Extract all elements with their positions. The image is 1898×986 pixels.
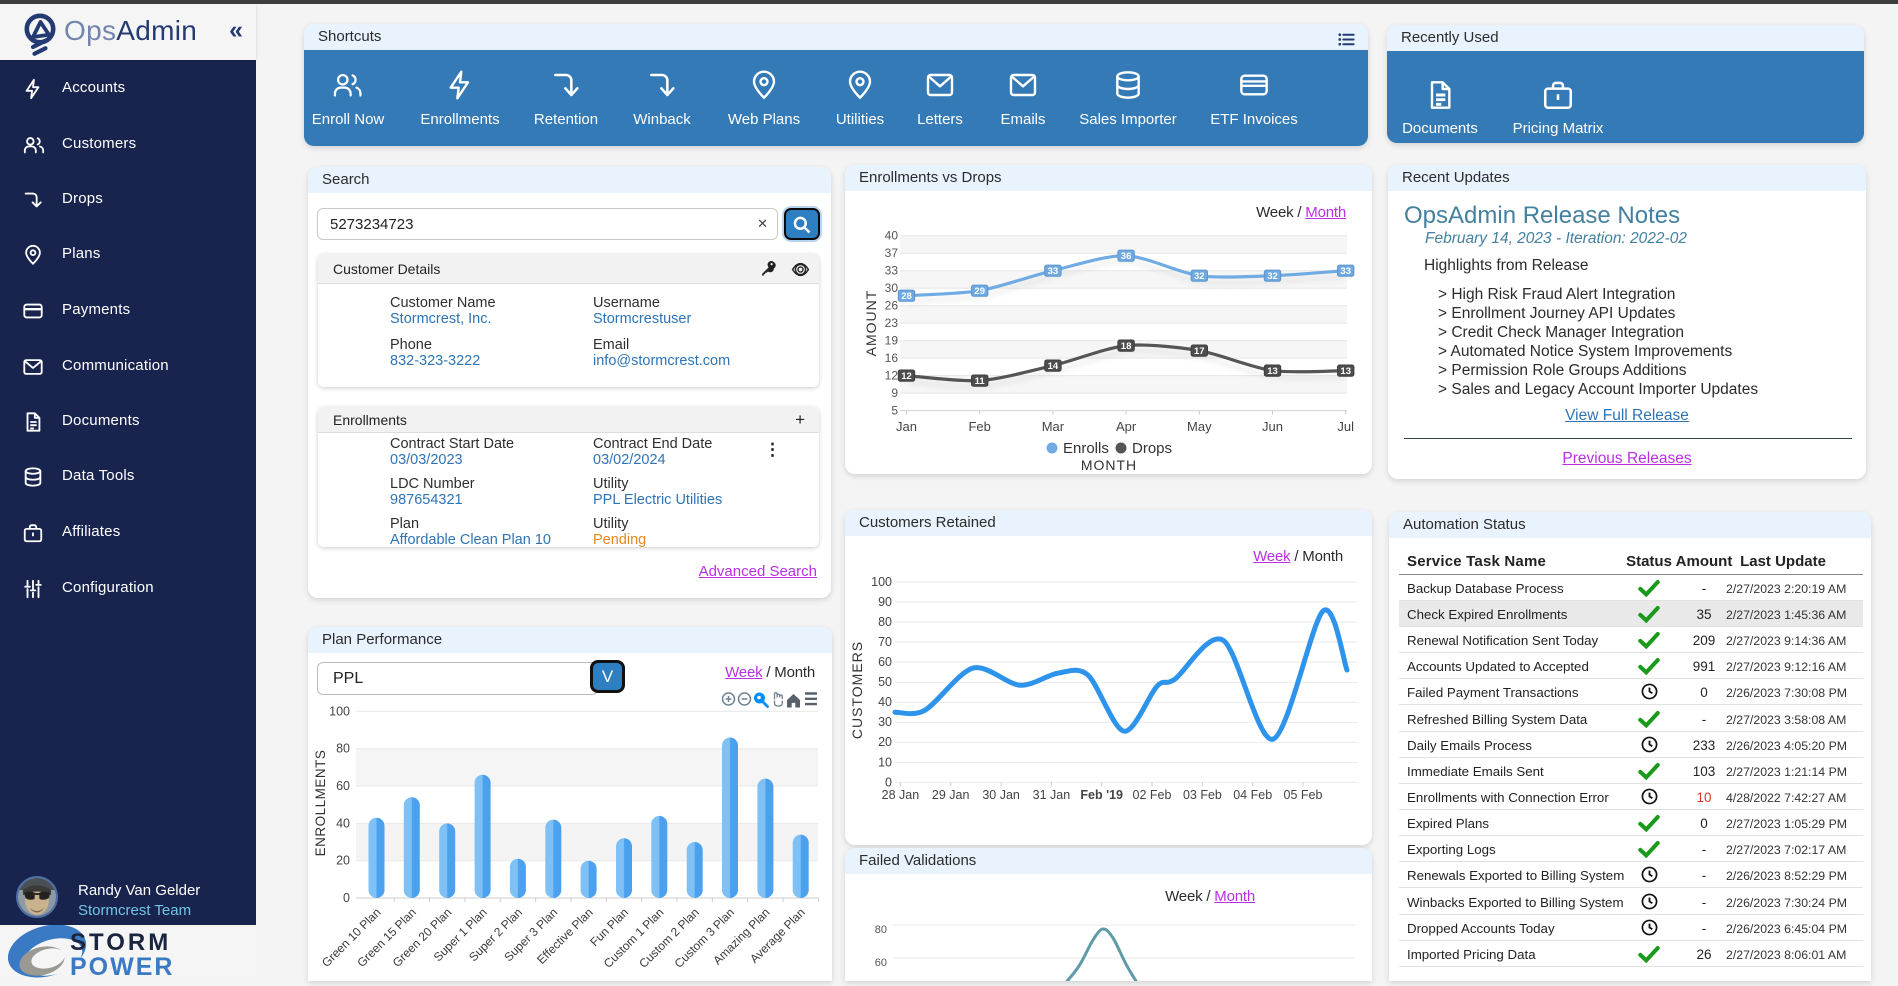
svg-text:60: 60 (878, 655, 892, 669)
svg-text:80: 80 (875, 924, 887, 936)
svg-text:12: 12 (901, 371, 912, 382)
svg-text:9: 9 (891, 386, 898, 400)
svg-text:0: 0 (343, 891, 350, 905)
svg-text:33: 33 (1048, 266, 1059, 277)
svg-text:40: 40 (885, 229, 899, 243)
svg-text:AMOUNT: AMOUNT (863, 290, 879, 357)
svg-text:31 Jan: 31 Jan (1033, 788, 1071, 802)
svg-text:90: 90 (878, 595, 892, 609)
svg-text:Mar: Mar (1042, 419, 1065, 434)
svg-text:33: 33 (885, 264, 899, 278)
svg-text:28 Jan: 28 Jan (882, 788, 920, 802)
svg-text:100: 100 (871, 575, 892, 589)
svg-text:37: 37 (885, 246, 899, 260)
svg-text:80: 80 (336, 742, 350, 756)
svg-text:03 Feb: 03 Feb (1183, 788, 1222, 802)
svg-text:60: 60 (875, 957, 887, 969)
svg-text:Enrolls: Enrolls (1063, 440, 1109, 457)
svg-text:18: 18 (1121, 341, 1132, 352)
svg-text:40: 40 (336, 816, 350, 830)
svg-text:Jun: Jun (1262, 419, 1283, 434)
svg-text:17: 17 (1194, 346, 1205, 357)
svg-text:MONTH: MONTH (1081, 457, 1137, 473)
svg-text:33: 33 (1340, 266, 1351, 277)
svg-text:19: 19 (885, 334, 899, 348)
svg-text:50: 50 (878, 675, 892, 689)
svg-text:29: 29 (974, 286, 985, 297)
svg-text:32: 32 (1194, 271, 1205, 282)
svg-text:16: 16 (885, 351, 899, 365)
svg-text:ENROLLMENTS: ENROLLMENTS (313, 750, 328, 857)
svg-text:23: 23 (885, 316, 899, 330)
svg-text:40: 40 (878, 695, 892, 709)
svg-text:70: 70 (878, 635, 892, 649)
svg-text:60: 60 (336, 779, 350, 793)
svg-text:10: 10 (878, 755, 892, 769)
svg-text:100: 100 (329, 704, 350, 718)
svg-text:11: 11 (975, 376, 986, 387)
svg-text:May: May (1187, 419, 1212, 434)
svg-text:Drops: Drops (1132, 440, 1172, 457)
svg-text:STORM: STORM (70, 929, 171, 956)
svg-text:80: 80 (878, 615, 892, 629)
svg-text:30: 30 (878, 715, 892, 729)
svg-text:12: 12 (885, 369, 899, 383)
svg-text:13: 13 (1267, 366, 1278, 377)
svg-text:04 Feb: 04 Feb (1233, 788, 1272, 802)
svg-text:20: 20 (878, 735, 892, 749)
svg-text:13: 13 (1340, 366, 1351, 377)
svg-text:28: 28 (901, 291, 912, 302)
svg-text:POWER: POWER (70, 953, 174, 981)
svg-text:14: 14 (1048, 361, 1059, 372)
svg-text:Feb '19: Feb '19 (1080, 788, 1123, 802)
svg-text:Feb: Feb (968, 419, 990, 434)
svg-text:0: 0 (885, 775, 892, 789)
svg-text:Jan: Jan (896, 419, 917, 434)
svg-text:29 Jan: 29 Jan (932, 788, 970, 802)
svg-text:05 Feb: 05 Feb (1284, 788, 1323, 802)
svg-text:5: 5 (891, 404, 898, 418)
svg-text:02 Feb: 02 Feb (1133, 788, 1172, 802)
svg-text:36: 36 (1121, 251, 1132, 262)
svg-text:32: 32 (1267, 271, 1278, 282)
svg-text:30 Jan: 30 Jan (982, 788, 1020, 802)
svg-text:26: 26 (885, 299, 899, 313)
svg-text:Jul: Jul (1337, 419, 1354, 434)
svg-text:CUSTOMERS: CUSTOMERS (849, 641, 865, 739)
svg-text:Green 10 Plan: Green 10 Plan (319, 905, 384, 970)
svg-text:Apr: Apr (1116, 419, 1137, 434)
svg-text:20: 20 (336, 854, 350, 868)
svg-text:30: 30 (885, 281, 899, 295)
